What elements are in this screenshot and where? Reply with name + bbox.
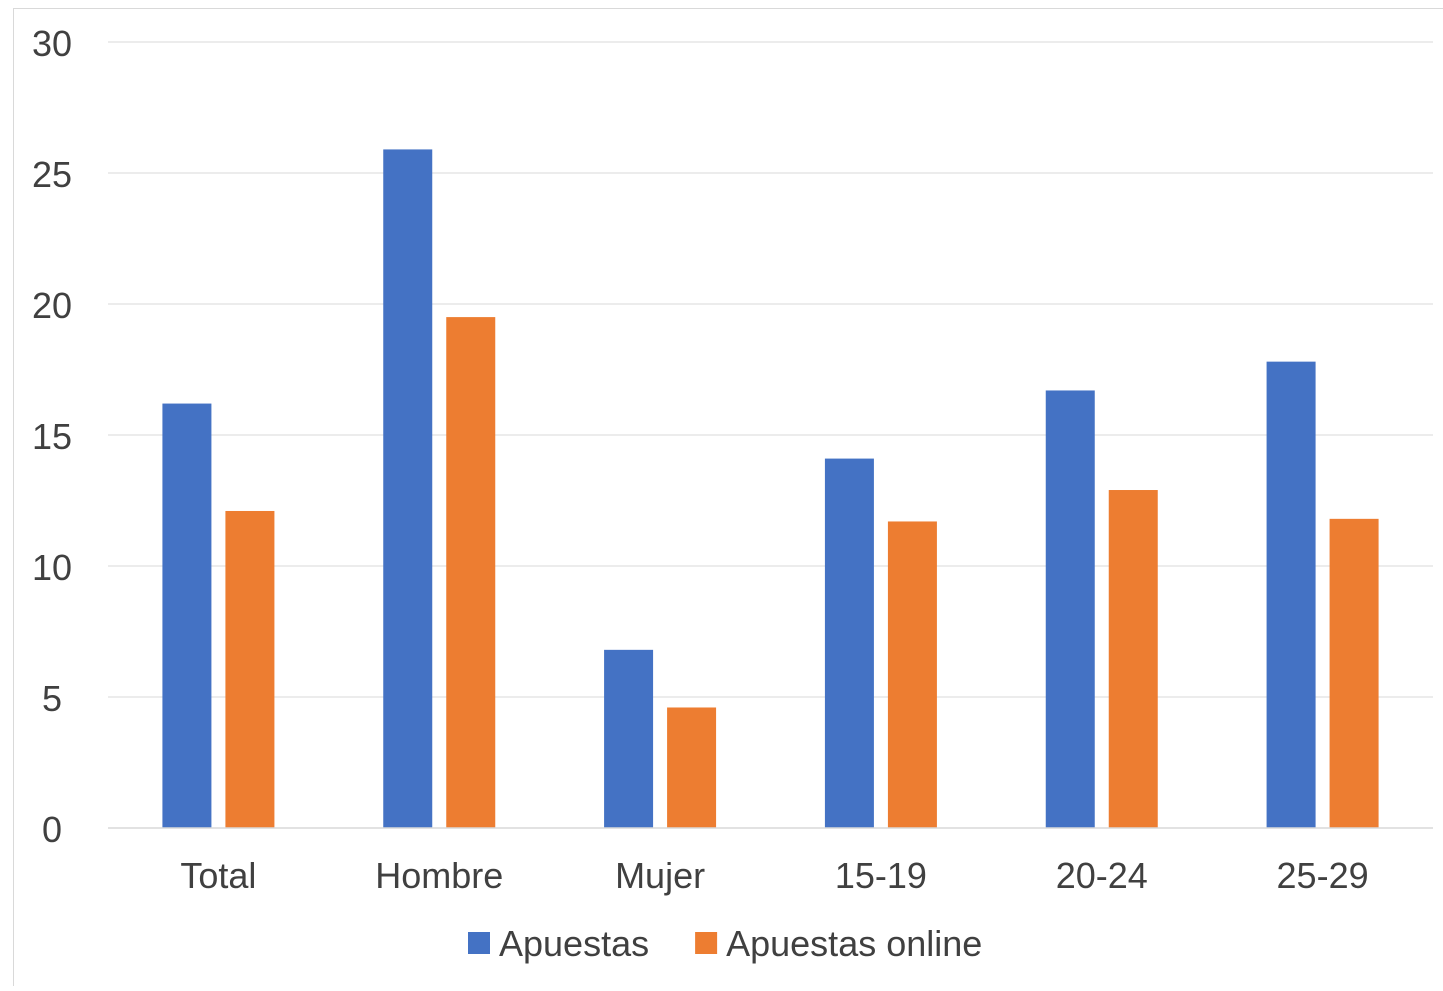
legend: Apuestas Apuestas online — [468, 923, 982, 964]
bar-apuestas-online-15-19 — [888, 521, 937, 828]
x-tick-label: 25-29 — [1277, 855, 1369, 896]
x-tick-label: Mujer — [615, 855, 705, 896]
bar-apuestas-online-20-24 — [1109, 490, 1158, 828]
y-tick-label: 20 — [32, 285, 72, 326]
bars — [162, 149, 1378, 828]
y-tick-label: 5 — [42, 678, 62, 719]
bar-apuestas-online-25-29 — [1330, 519, 1379, 828]
bar-apuestas-online-mujer — [667, 707, 716, 828]
y-tick-label: 30 — [32, 23, 72, 64]
x-axis-ticks: Total Hombre Mujer 15-19 20-24 25-29 — [180, 855, 1368, 896]
bar-apuestas-15-19 — [825, 459, 874, 828]
y-tick-label: 25 — [32, 154, 72, 195]
x-tick-label: Hombre — [375, 855, 503, 896]
legend-label-apuestas: Apuestas — [499, 923, 649, 964]
bar-apuestas-online-total — [225, 511, 274, 828]
y-axis-ticks: 0 5 10 15 20 25 30 — [32, 23, 72, 850]
legend-swatch-apuestas — [468, 932, 490, 954]
legend-label-apuestas-online: Apuestas online — [726, 923, 982, 964]
y-tick-label: 0 — [42, 809, 62, 850]
x-tick-label: 15-19 — [835, 855, 927, 896]
bar-apuestas-hombre — [383, 149, 432, 828]
x-tick-label: 20-24 — [1056, 855, 1148, 896]
y-tick-label: 15 — [32, 416, 72, 457]
bar-apuestas-online-hombre — [446, 317, 495, 828]
bar-apuestas-mujer — [604, 650, 653, 828]
x-tick-label: Total — [180, 855, 256, 896]
gridlines — [108, 42, 1433, 697]
bar-apuestas-20-24 — [1046, 390, 1095, 828]
y-tick-label: 10 — [32, 547, 72, 588]
bar-apuestas-25-29 — [1267, 362, 1316, 828]
legend-swatch-apuestas-online — [695, 932, 717, 954]
bar-apuestas-total — [162, 404, 211, 828]
chart-border — [14, 9, 1443, 987]
